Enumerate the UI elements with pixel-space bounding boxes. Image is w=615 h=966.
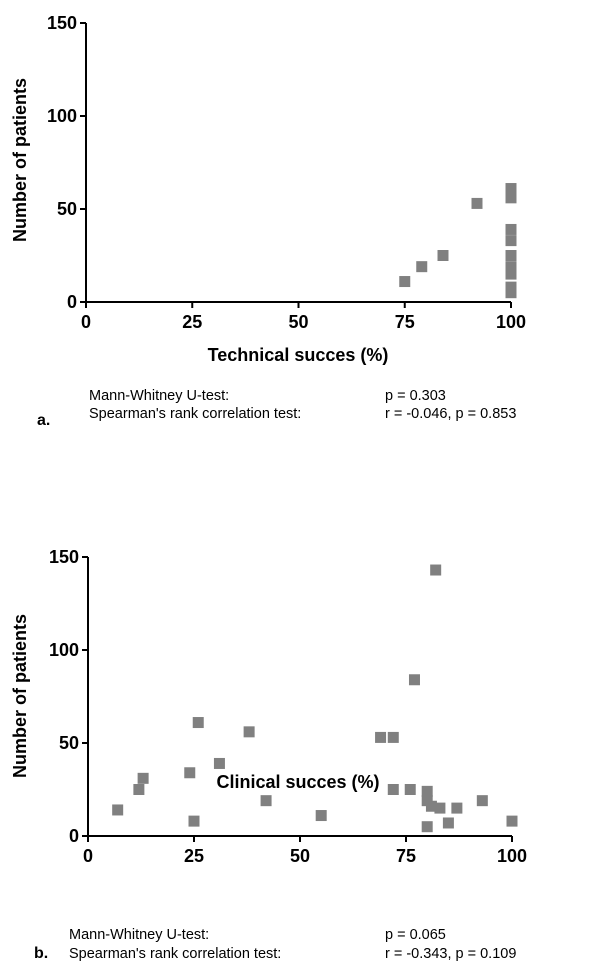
data-point — [192, 717, 204, 729]
y-tick-label: 50 — [57, 199, 77, 219]
data-point — [421, 795, 433, 807]
data-point — [471, 197, 483, 209]
data-point — [506, 815, 518, 827]
x-tick-label: 75 — [395, 312, 415, 332]
x-tick-label: 75 — [396, 846, 416, 866]
stat-test-name: Spearman's rank correlation test: — [89, 406, 301, 422]
panel-label: b. — [34, 945, 48, 962]
data-point — [213, 757, 225, 769]
stat-test-result: p = 0.065 — [385, 927, 446, 943]
scatter-panel-a: 0 50 100 150 0 25 50 75 100 Technical succes (%)… — [10, 13, 526, 429]
x-tick-label: 0 — [83, 846, 93, 866]
plot-area: 0 50 100 150 0 25 50 75 100 — [49, 547, 527, 866]
y-tick-label: 0 — [67, 292, 77, 312]
x-axis-label: Clinical succes (%) — [216, 772, 379, 792]
data-point — [425, 800, 437, 812]
plot-area: 0 50 100 150 0 25 50 75 100 — [47, 13, 526, 332]
stat-test-result: r = -0.343, p = 0.109 — [385, 946, 516, 962]
y-tick-label: 150 — [47, 13, 77, 33]
stat-test-name: Mann-Whitney U-test: — [89, 388, 229, 404]
y-tick-label: 100 — [49, 640, 79, 660]
y-tick-label: 0 — [69, 826, 79, 846]
y-tick-label: 150 — [49, 547, 79, 567]
data-point — [505, 223, 517, 235]
data-point — [505, 183, 517, 195]
data-point — [375, 731, 387, 743]
data-point — [505, 281, 517, 293]
data-point — [505, 287, 517, 299]
data-point — [434, 802, 446, 814]
x-tick-label: 100 — [496, 312, 526, 332]
data-point — [430, 564, 442, 576]
data-point — [112, 804, 124, 816]
data-point — [387, 784, 399, 795]
stat-test-name: Mann-Whitney U-test: — [69, 927, 209, 943]
x-tick-label: 25 — [184, 846, 204, 866]
x-axis-label: Technical succes (%) — [208, 345, 389, 365]
data-point — [260, 795, 272, 807]
stat-test-result: p = 0.303 — [385, 388, 446, 404]
x-tick-label: 25 — [182, 312, 202, 332]
data-point — [315, 810, 327, 822]
stat-test-name: Spearman's rank correlation test: — [69, 946, 281, 962]
x-tick-label: 100 — [497, 846, 527, 866]
data-point — [387, 731, 399, 743]
data-point — [404, 784, 416, 795]
data-point — [505, 235, 517, 247]
data-point — [243, 726, 255, 738]
x-tick-label: 50 — [288, 312, 308, 332]
data-point — [505, 192, 517, 204]
data-point — [476, 795, 488, 807]
data-point — [451, 802, 463, 814]
panel-label: a. — [37, 412, 50, 429]
data-point — [416, 261, 428, 273]
data-point — [437, 250, 449, 261]
y-axis-label: Number of patients — [10, 78, 30, 242]
data-point — [421, 821, 433, 833]
data-point — [505, 268, 517, 280]
y-tick-label: 100 — [47, 106, 77, 126]
data-point — [505, 261, 517, 273]
data-point — [442, 817, 454, 829]
data-point — [421, 785, 433, 797]
y-tick-label: 50 — [59, 733, 79, 753]
data-point — [408, 674, 420, 686]
data-point — [184, 767, 196, 779]
y-axis-label: Number of patients — [10, 614, 30, 778]
data-point — [133, 784, 145, 795]
x-tick-label: 50 — [290, 846, 310, 866]
data-point — [505, 250, 517, 261]
stat-test-result: r = -0.046, p = 0.853 — [385, 406, 516, 422]
data-point — [399, 276, 411, 288]
data-point — [188, 815, 200, 827]
x-tick-label: 0 — [81, 312, 91, 332]
data-point — [137, 772, 149, 784]
